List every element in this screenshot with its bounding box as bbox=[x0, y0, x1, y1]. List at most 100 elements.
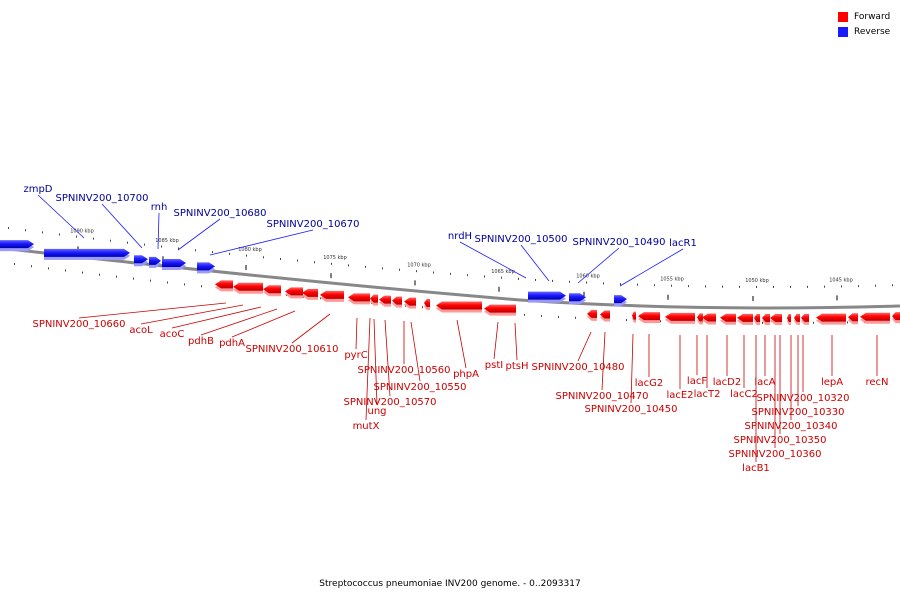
reverse-gene-arrow[interactable] bbox=[528, 291, 566, 300]
forward-gene-label[interactable]: lacT2 bbox=[694, 389, 721, 400]
reverse-gene-arrow[interactable] bbox=[197, 262, 215, 271]
ruler-dot bbox=[314, 261, 315, 264]
forward-gene-label[interactable]: acoC bbox=[160, 329, 185, 340]
reverse-gene-arrow[interactable] bbox=[162, 258, 186, 267]
ruler-tick-label: 1045 kbp bbox=[829, 277, 853, 283]
forward-gene-arrow[interactable] bbox=[665, 312, 695, 321]
forward-gene-label[interactable]: pyrC bbox=[344, 350, 367, 361]
forward-gene-label[interactable]: lacB1 bbox=[742, 463, 770, 474]
forward-gene-arrow[interactable] bbox=[816, 313, 846, 322]
forward-gene-arrow[interactable] bbox=[285, 287, 303, 296]
ruler-dot bbox=[433, 271, 434, 274]
reverse-gene-arrow[interactable] bbox=[149, 256, 161, 265]
forward-gene-label[interactable]: SPNINV200_10360 bbox=[728, 449, 821, 460]
forward-gene-label[interactable]: phpA bbox=[453, 369, 479, 380]
forward-gene-arrow[interactable] bbox=[320, 290, 344, 299]
forward-gene-label[interactable]: SPNINV200_10660 bbox=[32, 319, 125, 330]
forward-gene-arrow[interactable] bbox=[436, 301, 482, 310]
ruler-dot bbox=[586, 281, 587, 284]
forward-gene-label[interactable]: lacF bbox=[687, 376, 707, 387]
reverse-gene-arrow[interactable] bbox=[614, 295, 627, 304]
ruler-dot bbox=[65, 269, 66, 272]
forward-gene-arrow[interactable] bbox=[370, 294, 378, 303]
ruler-tick-label: 1090 kbp bbox=[70, 228, 94, 234]
forward-gene-label[interactable]: lacG2 bbox=[635, 378, 664, 389]
forward-gene-arrow[interactable] bbox=[233, 282, 263, 291]
forward-gene-arrow[interactable] bbox=[484, 304, 516, 313]
reverse-gene-arrow[interactable] bbox=[569, 293, 586, 302]
reverse-gene-label[interactable]: rnh bbox=[151, 202, 168, 213]
forward-gene-arrow[interactable] bbox=[302, 288, 318, 297]
forward-gene-arrow[interactable] bbox=[860, 312, 890, 321]
forward-gene-arrow[interactable] bbox=[787, 313, 791, 322]
forward-gene-arrow[interactable] bbox=[424, 299, 430, 308]
reverse-gene-label[interactable]: SPNINV200_10500 bbox=[474, 234, 567, 245]
reverse-gene-label[interactable]: lacR1 bbox=[669, 238, 697, 249]
forward-gene-arrow[interactable] bbox=[770, 313, 782, 322]
forward-gene-label[interactable]: ung bbox=[367, 406, 386, 417]
forward-gene-arrow[interactable] bbox=[600, 310, 610, 319]
forward-gene-arrow[interactable] bbox=[754, 313, 760, 322]
forward-gene-label[interactable]: SPNINV200_10560 bbox=[357, 365, 450, 376]
forward-gene-label[interactable]: SPNINV200_10570 bbox=[343, 397, 436, 408]
forward-gene-label[interactable]: acoL bbox=[129, 325, 153, 336]
forward-gene-arrow[interactable] bbox=[720, 313, 736, 322]
forward-gene-arrow[interactable] bbox=[737, 313, 753, 322]
ruler-dot bbox=[892, 284, 893, 287]
forward-gene-label[interactable]: SPNINV200_10550 bbox=[373, 382, 466, 393]
forward-gene-arrow[interactable] bbox=[263, 285, 281, 294]
forward-gene-arrow[interactable] bbox=[702, 313, 716, 322]
forward-gene-arrow[interactable] bbox=[801, 313, 809, 322]
reverse-gene-arrow[interactable] bbox=[134, 255, 148, 264]
forward-gene-arrow[interactable] bbox=[794, 313, 800, 322]
ruler-dot bbox=[150, 279, 151, 282]
forward-gene-label[interactable]: ptsH bbox=[506, 361, 529, 372]
ruler-dot bbox=[280, 257, 281, 260]
forward-gene-label[interactable]: SPNINV200_10330 bbox=[751, 407, 844, 418]
forward-gene-label[interactable]: lacC2 bbox=[730, 389, 758, 400]
ruler-dot bbox=[144, 243, 145, 246]
forward-gene-leader bbox=[577, 331, 592, 362]
ruler-dot bbox=[422, 306, 423, 309]
forward-gene-label[interactable]: SPNINV200_10610 bbox=[245, 344, 338, 355]
forward-gene-label[interactable]: SPNINV200_10350 bbox=[733, 435, 826, 446]
forward-gene-label[interactable]: SPNINV200_10340 bbox=[744, 421, 837, 432]
forward-gene-label[interactable]: lacE2 bbox=[666, 390, 693, 401]
forward-gene-label[interactable]: lepA bbox=[821, 377, 843, 388]
forward-gene-label[interactable]: pdhB bbox=[188, 336, 214, 347]
reverse-gene-arrow[interactable] bbox=[44, 248, 130, 257]
forward-gene-label[interactable]: recN bbox=[865, 377, 888, 388]
forward-gene-arrow[interactable] bbox=[632, 311, 636, 320]
forward-gene-arrow[interactable] bbox=[215, 280, 233, 289]
forward-gene-arrow[interactable] bbox=[587, 309, 597, 318]
reverse-gene-label[interactable]: nrdH bbox=[448, 231, 472, 242]
reverse-gene-label[interactable]: SPNINV200_10490 bbox=[572, 237, 665, 248]
forward-gene-arrow[interactable] bbox=[848, 313, 858, 322]
forward-gene-arrow[interactable] bbox=[638, 312, 660, 321]
reverse-gene-label[interactable]: zmpD bbox=[23, 184, 52, 195]
forward-gene-arrow[interactable] bbox=[697, 313, 703, 322]
forward-gene-label[interactable]: lacA bbox=[754, 377, 775, 388]
gene-labels: zmpDSPNINV200_10700rnhSPNINV200_10680SPN… bbox=[23, 184, 888, 474]
forward-gene-arrow[interactable] bbox=[762, 313, 770, 322]
forward-gene-label[interactable]: SPNINV200_10470 bbox=[555, 391, 648, 402]
reverse-gene-label[interactable]: SPNINV200_10680 bbox=[173, 208, 266, 219]
ruler-tick-label: 1075 kbp bbox=[323, 255, 347, 261]
forward-gene-label[interactable]: mutX bbox=[353, 421, 380, 432]
forward-gene-arrow[interactable] bbox=[392, 296, 402, 305]
forward-gene-label[interactable]: pstI bbox=[485, 360, 503, 371]
forward-gene-label[interactable]: pdhA bbox=[219, 338, 245, 349]
reverse-gene-label[interactable]: SPNINV200_10700 bbox=[55, 193, 148, 204]
forward-gene-leader bbox=[373, 318, 378, 406]
forward-gene-label[interactable]: SPNINV200_10320 bbox=[756, 393, 849, 404]
forward-gene-label[interactable]: lacD2 bbox=[713, 377, 741, 388]
forward-gene-arrow[interactable] bbox=[348, 293, 370, 302]
ruler-dot bbox=[552, 279, 553, 282]
forward-gene-arrow[interactable] bbox=[404, 297, 416, 306]
reverse-gene-arrow[interactable] bbox=[0, 240, 34, 249]
forward-gene-label[interactable]: SPNINV200_10450 bbox=[584, 404, 677, 415]
forward-gene-label[interactable]: SPNINV200_10480 bbox=[531, 362, 624, 373]
forward-gene-arrow[interactable] bbox=[892, 312, 900, 321]
reverse-gene-label[interactable]: SPNINV200_10670 bbox=[266, 219, 359, 230]
forward-gene-arrow[interactable] bbox=[379, 295, 391, 304]
